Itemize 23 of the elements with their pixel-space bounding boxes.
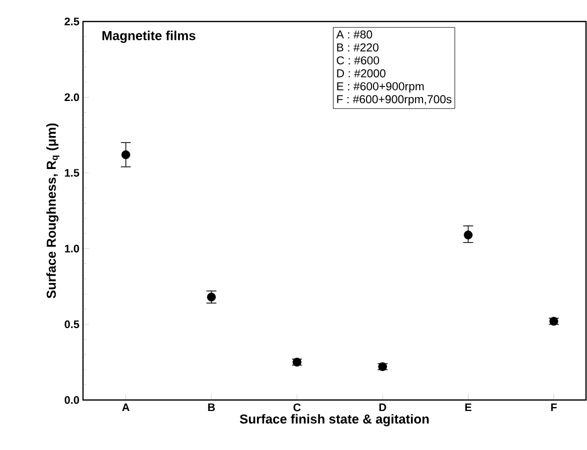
annotation: A : #80 <box>336 30 372 39</box>
y-tick-label: 0.0 <box>64 396 80 404</box>
y-tick-label: 0.5 <box>64 320 80 328</box>
y-tick-label: 1.0 <box>64 244 80 252</box>
x-axis-title: Surface finish state & agitation <box>240 414 429 426</box>
x-tick-label: D <box>379 404 386 412</box>
annotation: C : #600 <box>336 56 380 64</box>
point <box>464 230 473 240</box>
annotation: D : #2000 <box>337 69 386 78</box>
x-tick-label: A <box>122 404 130 412</box>
point <box>121 150 130 160</box>
annotation: E : #600+900rpm <box>337 82 424 93</box>
x-tick-label: B <box>208 404 215 412</box>
x-tick-label: C <box>294 404 301 412</box>
x-tick-label: E <box>465 404 472 412</box>
text: Magnetite films <box>102 30 196 43</box>
annotation: B : #220 <box>337 43 378 52</box>
y-tick-label: 2.5 <box>64 18 80 26</box>
y-tick-label: 2.0 <box>64 93 80 102</box>
y-tick-label: 1.5 <box>64 169 80 177</box>
y-axis-title: Surface Roughness, R$_{q}$ (μm) <box>46 123 60 298</box>
x-tick-label: F <box>551 404 557 412</box>
annotation: F : #600+900rpm,700s <box>337 95 452 106</box>
